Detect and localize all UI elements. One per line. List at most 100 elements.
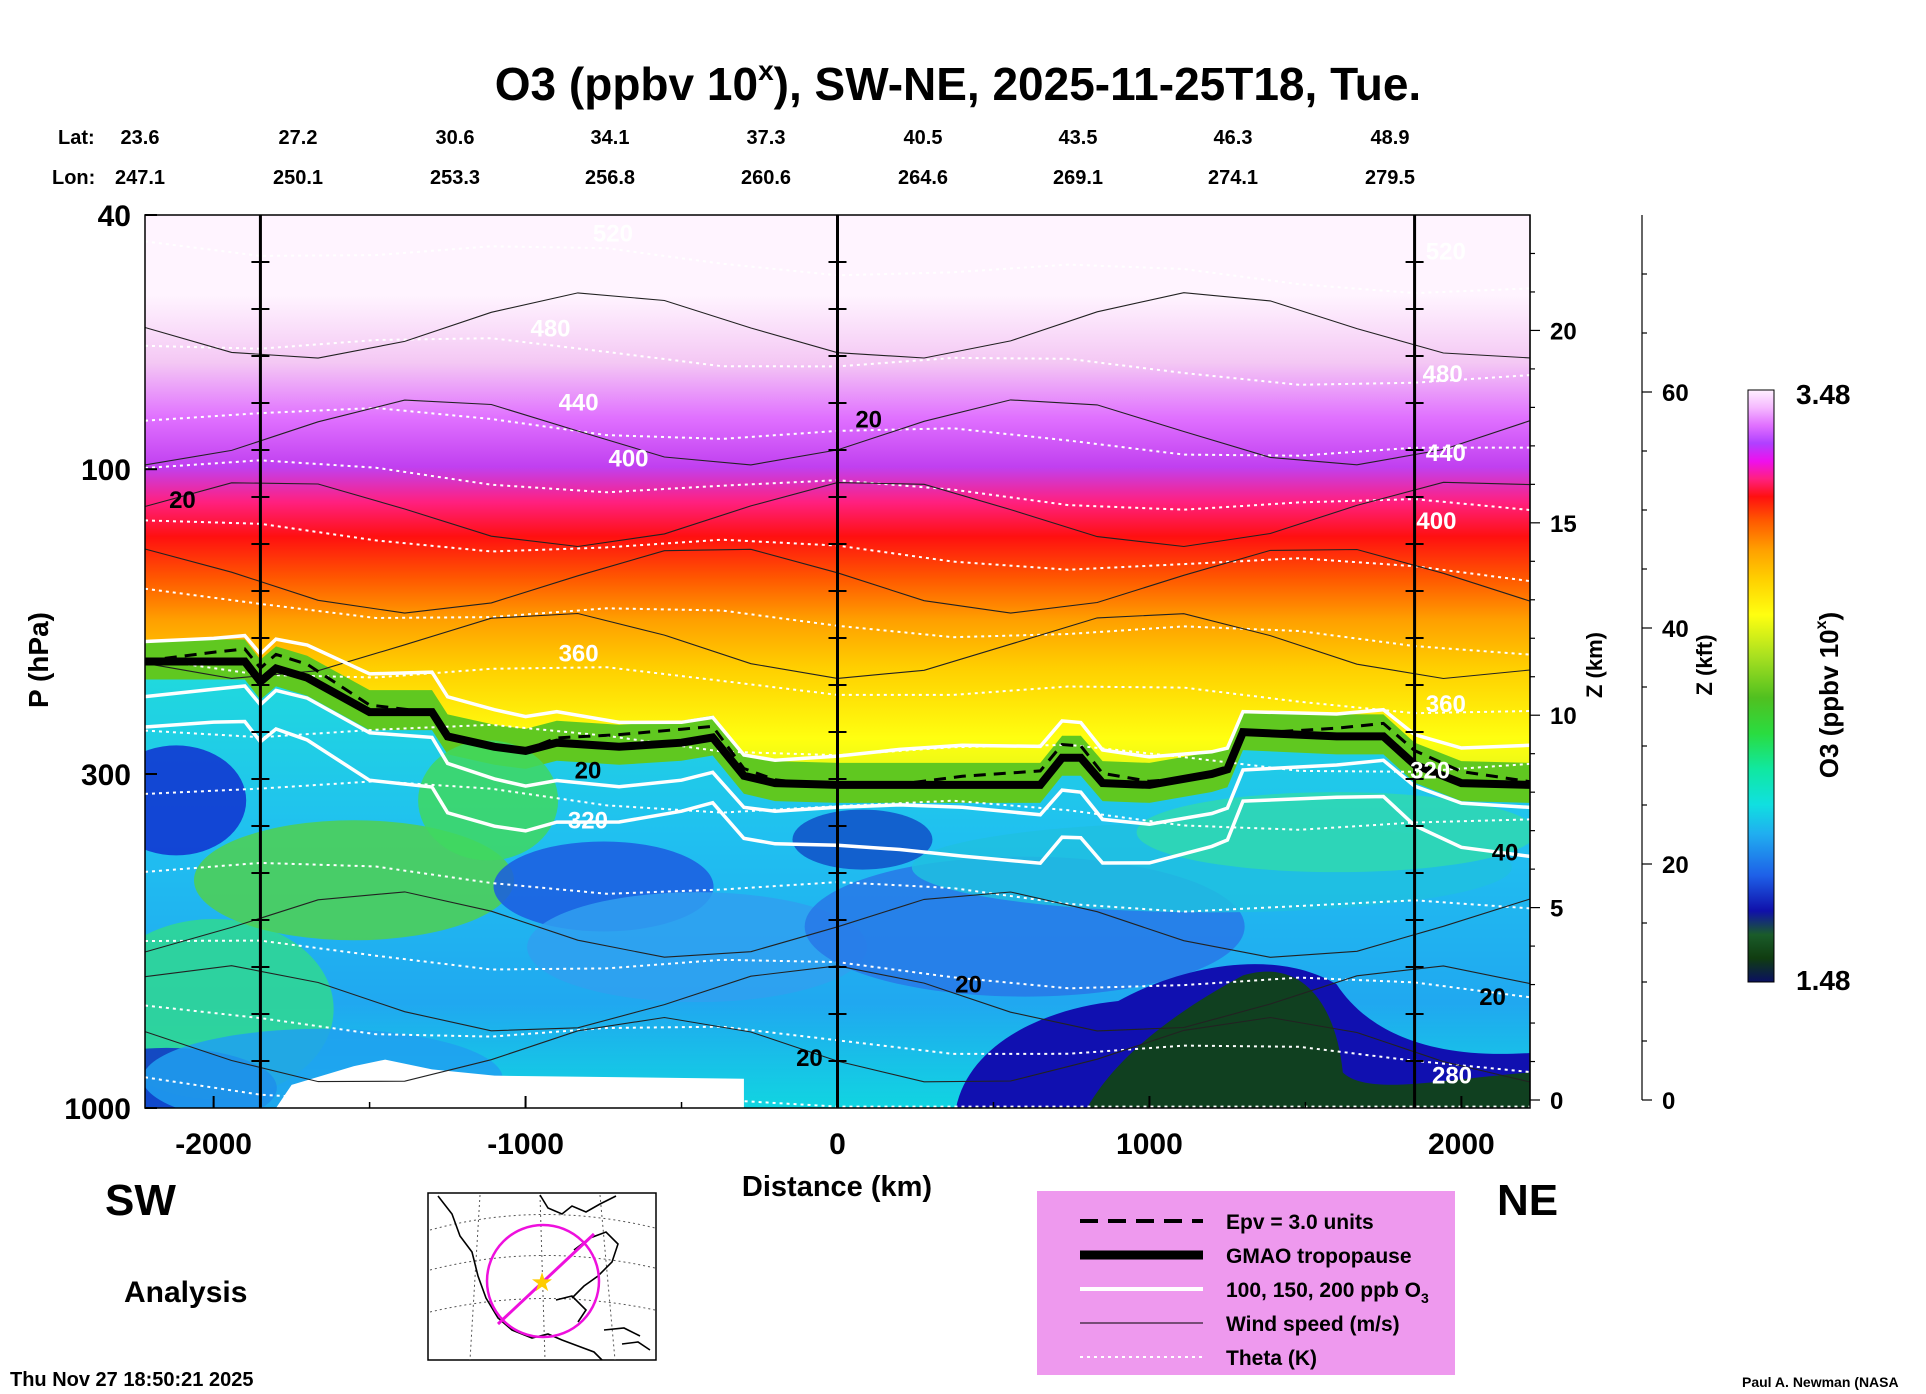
z-kft-tick-label: 20	[1662, 852, 1689, 879]
x-tick-label: -1000	[487, 1128, 564, 1161]
inset-center-star-icon: ★	[530, 1267, 553, 1297]
z-kft-axis-label: Z (kft)	[1692, 634, 1717, 695]
theta-label: 400	[608, 445, 648, 472]
theta-label: 320	[1410, 758, 1450, 785]
z-km-tick-label: 15	[1550, 511, 1577, 538]
z-km-tick-label: 0	[1550, 1088, 1563, 1115]
z-km-axis-label: Z (km)	[1582, 632, 1607, 698]
lat-row-label: Lat:	[58, 127, 95, 149]
inset-coastline	[437, 1194, 651, 1361]
ozone-contour	[144, 719, 1531, 866]
chart-title: O3 (ppbv 10x), SW-NE, 2025-11-25T18, Tue…	[495, 55, 1421, 110]
legend-label: Epv = 3.0 units	[1226, 1211, 1374, 1234]
z-km-tick-label: 20	[1550, 318, 1577, 345]
z-kft-tick-label: 40	[1662, 616, 1689, 643]
direction-ne: NE	[1497, 1176, 1558, 1225]
lon-value: 264.6	[898, 167, 948, 189]
legend-label: GMAO tropopause	[1226, 1245, 1412, 1268]
terrain-mask	[145, 1059, 744, 1108]
x-axis-label: Distance (km)	[742, 1171, 932, 1203]
tropopause-line	[145, 657, 1531, 789]
lat-value: 23.6	[121, 127, 160, 149]
theta-label: 520	[593, 220, 633, 247]
lon-value: 250.1	[273, 167, 323, 189]
legend-label: Theta (K)	[1226, 1347, 1317, 1370]
ozone-contour	[144, 633, 1531, 763]
timestamp: Thu Nov 27 18:50:21 2025	[10, 1369, 253, 1391]
lon-value: 256.8	[585, 167, 635, 189]
legend-label: 100, 150, 200 ppb O3	[1226, 1279, 1429, 1306]
inset-section-line	[496, 1232, 596, 1326]
y-axis-label: P (hPa)	[23, 612, 54, 708]
colorbar-min-label: 1.48	[1796, 965, 1851, 996]
ozone-contour	[144, 684, 1531, 826]
credit: Paul A. Newman (NASA	[1742, 1374, 1899, 1390]
colorbar-label: O3 (ppbv 10x)	[1813, 612, 1844, 778]
lon-value: 279.5	[1365, 167, 1415, 189]
theta-label: 320	[568, 807, 608, 834]
field-blob	[193, 820, 514, 941]
theta-label: 520	[1426, 239, 1466, 266]
lat-value: 37.3	[747, 127, 786, 149]
lon-value: 269.1	[1053, 167, 1103, 189]
z-kft-tick-label: 0	[1662, 1088, 1675, 1115]
inset-map: ★	[427, 1192, 657, 1361]
wind-label: 20	[1479, 984, 1506, 1011]
field-blob	[1136, 792, 1530, 873]
theta-label: 480	[1423, 361, 1463, 388]
x-tick-label: 1000	[1116, 1128, 1183, 1161]
lon-value: 247.1	[115, 167, 165, 189]
wind-label: 20	[855, 406, 882, 433]
colorbar-gradient	[1747, 389, 1775, 983]
analysis-label: Analysis	[124, 1276, 247, 1309]
colorbar-max-label: 3.48	[1796, 379, 1851, 410]
z-kft-tick-label: 60	[1662, 380, 1689, 407]
lat-value: 43.5	[1059, 127, 1098, 149]
x-tick-label: -2000	[175, 1128, 252, 1161]
theta-label: 440	[559, 390, 599, 417]
field-blob	[792, 809, 933, 870]
legend: Epv = 3.0 units GMAO tropopause 100, 150, …	[1037, 1191, 1455, 1375]
theta-label: 280	[1432, 1062, 1472, 1089]
wind-label: 20	[955, 972, 982, 999]
lat-value: 34.1	[591, 127, 630, 149]
field-blob	[145, 745, 247, 856]
theta-label: 400	[1416, 508, 1456, 535]
inset-region-circle	[485, 1223, 601, 1339]
lon-value: 260.6	[741, 167, 791, 189]
theta-label: 440	[1426, 440, 1466, 467]
y-tick-label: 1000	[64, 1093, 131, 1126]
y-tick-label: 100	[81, 454, 131, 487]
legend-label: Wind speed (m/s)	[1226, 1313, 1400, 1336]
y-tick-label: 300	[81, 759, 131, 792]
wind-label: 20	[169, 487, 196, 514]
lon-value: 253.3	[430, 167, 480, 189]
lat-value: 48.9	[1371, 127, 1410, 149]
lat-value: 27.2	[279, 127, 318, 149]
theta-label: 480	[530, 316, 570, 343]
y-tick-label: 40	[98, 200, 131, 233]
field-blob	[527, 892, 868, 1003]
x-tick-label: 0	[829, 1128, 846, 1161]
x-tick-label: 2000	[1428, 1128, 1495, 1161]
lat-lon-rows: Lat: Lon: 23.6 247.1 27.2 250.1 30.6 253.3 34.…	[52, 127, 1415, 189]
lat-value: 40.5	[904, 127, 943, 149]
lat-value: 30.6	[436, 127, 475, 149]
colorbar: 3.48 1.48 O3 (ppbv 10x)	[1747, 379, 1851, 996]
direction-sw: SW	[105, 1176, 176, 1225]
theta-label: 360	[559, 641, 599, 668]
lon-row-label: Lon:	[52, 167, 95, 189]
theta-label: 360	[1426, 691, 1466, 718]
wind-label: 20	[796, 1045, 823, 1072]
lon-value: 274.1	[1208, 167, 1258, 189]
lat-value: 46.3	[1214, 127, 1253, 149]
contour-overlays: 520 520 480 480 440 440 400 400 360 360 320 320 280 2…	[144, 215, 1531, 1108]
axes: -2000 -1000 0 1000 2000 40 100 300 1000 0 5 10 15 20 0…	[64, 200, 1688, 1161]
very-low-ozone-region	[1087, 971, 1530, 1108]
wind-label: 40	[1492, 840, 1519, 867]
wind-label: 20	[575, 758, 602, 785]
z-km-tick-label: 5	[1550, 896, 1563, 923]
z-km-tick-label: 10	[1550, 703, 1577, 730]
legend-box	[1037, 1191, 1455, 1375]
